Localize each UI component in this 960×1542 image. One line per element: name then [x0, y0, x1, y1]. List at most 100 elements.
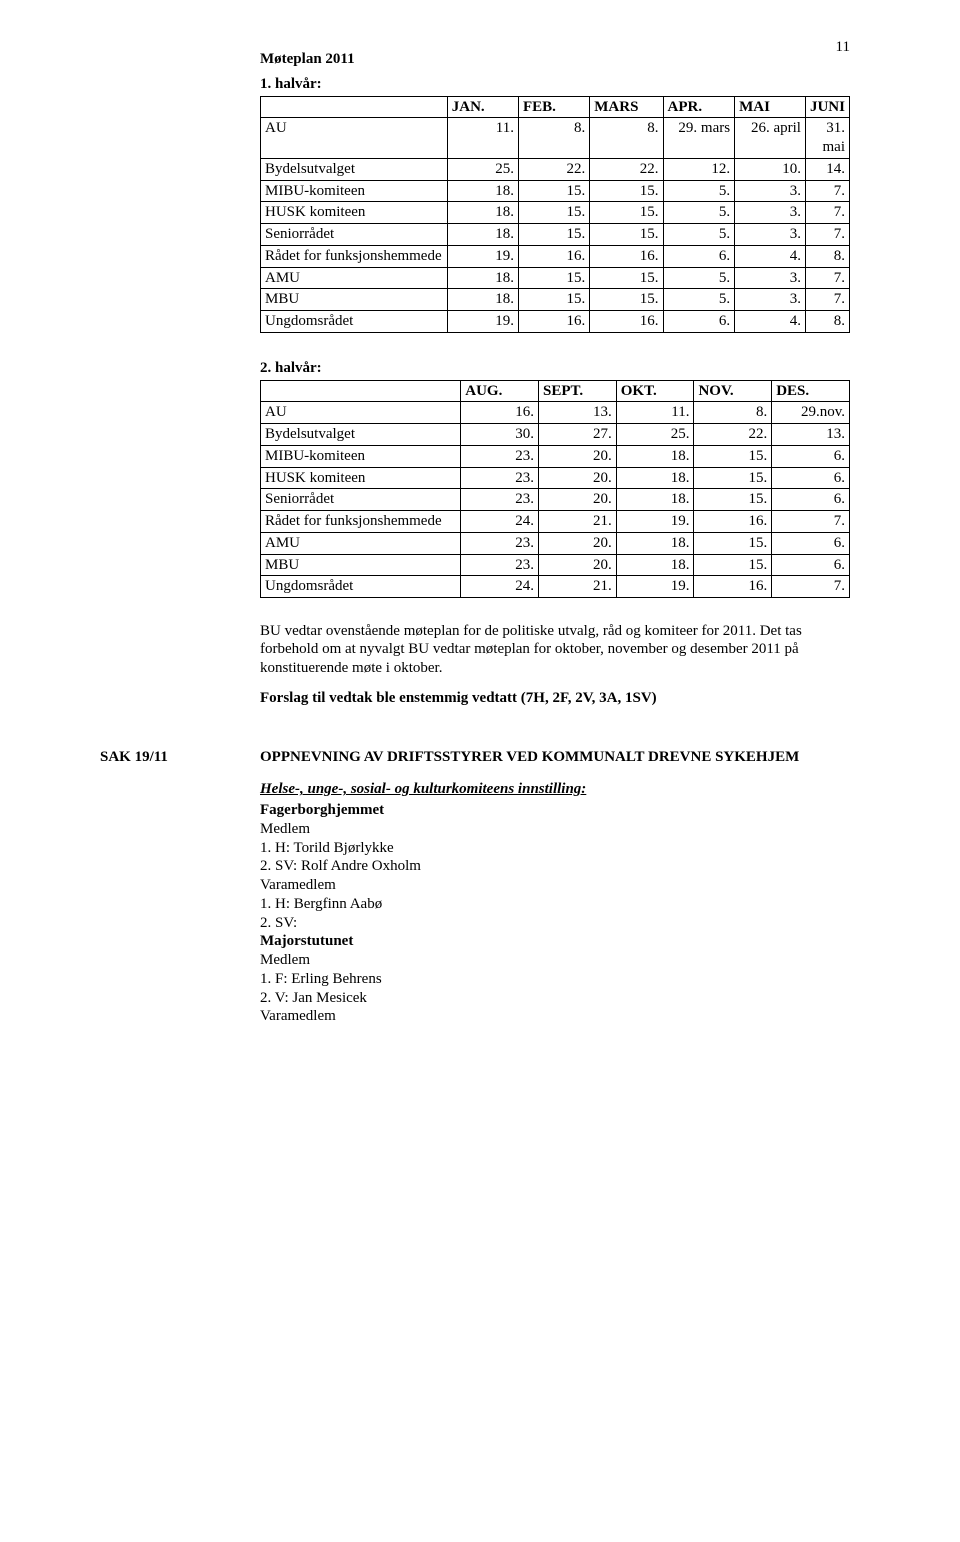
table-cell: 16. — [461, 402, 539, 424]
fagerborg-block: Fagerborghjemmet Medlem 1. H: Torild Bjø… — [260, 801, 850, 1026]
table-cell: 12. — [663, 158, 735, 180]
table-cell: 14. — [805, 158, 849, 180]
list-item: 1. F: Erling Behrens — [260, 970, 850, 989]
table-row: Bydelsutvalget30.27.25.22.13. — [261, 424, 850, 446]
table-cell: 18. — [447, 180, 518, 202]
table-cell: 25. — [616, 424, 694, 446]
table-cell: 22. — [694, 424, 772, 446]
col-des: DES. — [772, 380, 850, 402]
col-juni: JUNI — [805, 96, 849, 118]
table-cell: 3. — [735, 202, 806, 224]
table-cell: 26. april — [735, 118, 806, 159]
table-cell: 18. — [616, 489, 694, 511]
table-cell: 20. — [539, 554, 617, 576]
table-cell: 3. — [735, 267, 806, 289]
table-cell: 18. — [616, 532, 694, 554]
table-cell: 15. — [694, 532, 772, 554]
table-cell: 6. — [772, 467, 850, 489]
list-role: Medlem — [260, 820, 850, 839]
table-cell: 7. — [805, 289, 849, 311]
table-cell: AU — [261, 402, 461, 424]
table-cell: Ungdomsrådet — [261, 576, 461, 598]
table-row: MBU18.15.15.5.3.7. — [261, 289, 850, 311]
table-header-row: JAN. FEB. MARS APR. MAI JUNI — [261, 96, 850, 118]
table-cell: 23. — [461, 489, 539, 511]
table-cell: 20. — [539, 467, 617, 489]
col-apr: APR. — [663, 96, 735, 118]
col-mars: MARS — [590, 96, 663, 118]
table-cell: 15. — [519, 289, 590, 311]
table-row: Ungdomsrådet24.21.19.16.7. — [261, 576, 850, 598]
table-cell: HUSK komiteen — [261, 202, 448, 224]
list-role: Varamedlem — [260, 876, 850, 895]
table-cell: 20. — [539, 532, 617, 554]
table-cell: 20. — [539, 445, 617, 467]
table-row: MBU23.20.18.15.6. — [261, 554, 850, 576]
table-cell: 23. — [461, 554, 539, 576]
table-cell: 29. mars — [663, 118, 735, 159]
table-cell: 16. — [590, 311, 663, 333]
table-cell: 5. — [663, 224, 735, 246]
table-cell: 18. — [616, 554, 694, 576]
second-half-heading: 2. halvår: — [260, 359, 850, 378]
table-cell: 15. — [694, 467, 772, 489]
table-row: Rådet for funksjonshemmede24.21.19.16.7. — [261, 511, 850, 533]
table-cell: 15. — [590, 267, 663, 289]
table-cell: 18. — [447, 224, 518, 246]
table-cell: 4. — [735, 245, 806, 267]
table-cell: 7. — [772, 576, 850, 598]
table-cell: 19. — [616, 511, 694, 533]
table-cell: 5. — [663, 202, 735, 224]
table-cell: 21. — [539, 511, 617, 533]
table-cell: 18. — [447, 267, 518, 289]
table-cell: AMU — [261, 267, 448, 289]
table-cell: 15. — [694, 445, 772, 467]
table-cell: 15. — [590, 202, 663, 224]
table-cell: 8. — [590, 118, 663, 159]
table-cell: 13. — [772, 424, 850, 446]
col-feb: FEB. — [519, 96, 590, 118]
col-jan: JAN. — [447, 96, 518, 118]
table-cell: 16. — [519, 245, 590, 267]
table-row: Bydelsutvalget25.22.22.12.10.14. — [261, 158, 850, 180]
sak-block: SAK 19/11 OPPNEVNING AV DRIFTSSTYRER VED… — [260, 748, 850, 1027]
vote-paragraph: Forslag til vedtak ble enstemmig vedtatt… — [260, 689, 850, 708]
sak-label: SAK 19/11 — [100, 748, 168, 767]
table-cell: 18. — [616, 445, 694, 467]
col-aug: AUG. — [461, 380, 539, 402]
list-item: 1. H: Bergfinn Aabø — [260, 895, 850, 914]
table-cell: 7. — [805, 224, 849, 246]
table-cell: 8. — [805, 311, 849, 333]
table-cell: Seniorrådet — [261, 489, 461, 511]
doc-title: Møteplan 2011 — [260, 50, 850, 69]
table-cell: 8. — [805, 245, 849, 267]
table-cell: 19. — [447, 311, 518, 333]
table-cell: 6. — [772, 532, 850, 554]
table-row: Seniorrådet18.15.15.5.3.7. — [261, 224, 850, 246]
table-cell: 5. — [663, 267, 735, 289]
table-cell: Bydelsutvalget — [261, 424, 461, 446]
table-cell: Rådet for funksjonshemmede — [261, 245, 448, 267]
table-cell: 6. — [772, 445, 850, 467]
table-cell: Seniorrådet — [261, 224, 448, 246]
table-row: MIBU-komiteen23.20.18.15.6. — [261, 445, 850, 467]
table-cell: 8. — [519, 118, 590, 159]
table-cell: 18. — [447, 289, 518, 311]
table-cell: 15. — [590, 224, 663, 246]
table-header-row: AUG. SEPT. OKT. NOV. DES. — [261, 380, 850, 402]
table-cell: 24. — [461, 576, 539, 598]
table-cell: 10. — [735, 158, 806, 180]
table-cell: 30. — [461, 424, 539, 446]
table-row: Seniorrådet23.20.18.15.6. — [261, 489, 850, 511]
table-cell: 7. — [772, 511, 850, 533]
table-cell: 8. — [694, 402, 772, 424]
table-cell: 6. — [772, 554, 850, 576]
col-blank — [261, 96, 448, 118]
table-cell: 22. — [519, 158, 590, 180]
table-cell: 16. — [694, 576, 772, 598]
list-item: 2. SV: — [260, 914, 850, 933]
table-cell: 7. — [805, 267, 849, 289]
table-row: AU11.8.8.29. mars26. april31. mai — [261, 118, 850, 159]
table-cell: 7. — [805, 202, 849, 224]
table-cell: 23. — [461, 467, 539, 489]
